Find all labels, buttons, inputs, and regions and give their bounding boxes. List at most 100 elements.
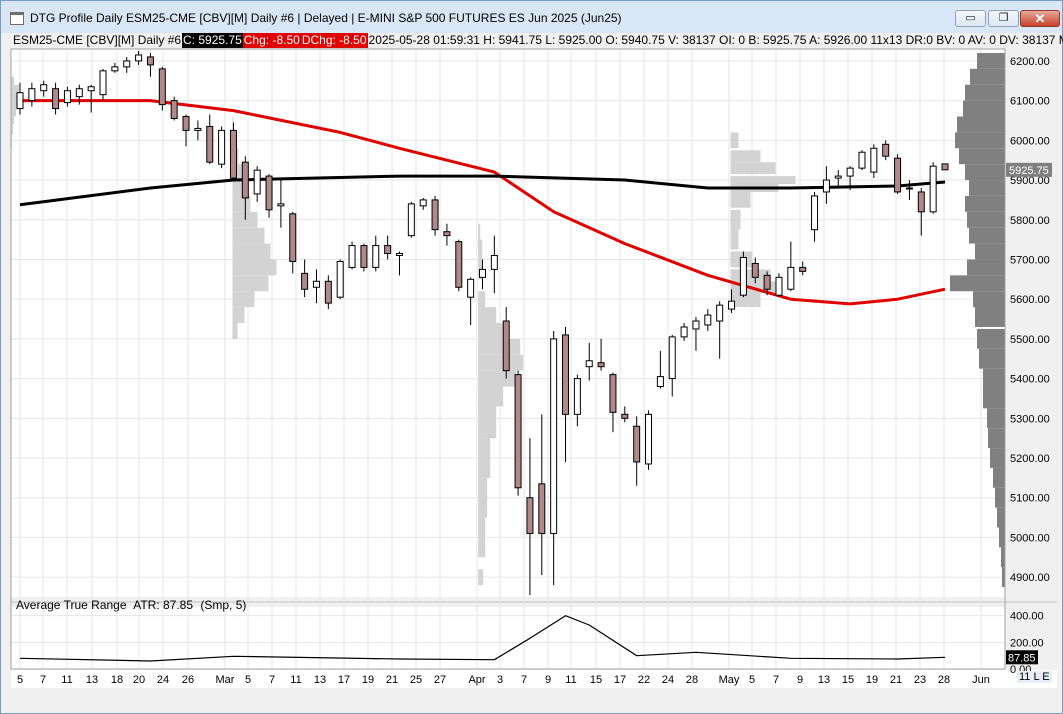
window-title: DTG Profile Daily ESM25-CME [CBV][M] Dai…	[30, 11, 622, 25]
x-tick-label: 15	[842, 674, 854, 686]
candle-body	[206, 125, 214, 163]
right-profile-bar	[993, 467, 1005, 488]
candle	[680, 323, 688, 341]
candle	[894, 154, 902, 194]
candle-body	[384, 245, 392, 255]
price-tick-label: 4900.00	[1010, 572, 1050, 584]
candle-body	[704, 314, 712, 326]
x-tick-label: 11	[61, 674, 72, 686]
profile-bar	[730, 176, 796, 185]
candle-body	[562, 334, 570, 415]
candle	[597, 338, 605, 371]
moving-average-black-line	[19, 174, 946, 207]
candle	[870, 144, 878, 179]
candle	[265, 174, 273, 218]
price-tick-label: 5400.00	[1010, 374, 1050, 386]
candle	[573, 374, 581, 427]
candle-body	[395, 253, 403, 256]
candle	[704, 309, 712, 331]
candle-body	[312, 280, 320, 288]
restore-button[interactable]: ❐	[988, 10, 1019, 27]
candle-body	[158, 68, 166, 106]
profile-bar	[478, 517, 486, 558]
price-tick-label: 5200.00	[1010, 453, 1050, 465]
candle-body	[633, 425, 641, 463]
candle	[99, 68, 107, 101]
right-profile-bar	[963, 100, 1005, 117]
right-profile-bar	[990, 448, 1005, 468]
candle-body	[656, 376, 664, 388]
candle	[206, 114, 214, 165]
candle	[858, 150, 866, 171]
profile-bar	[11, 108, 16, 117]
candle-body	[680, 326, 688, 338]
x-tick-label: 28	[686, 674, 698, 686]
candle-body	[609, 374, 617, 413]
candle-body	[135, 54, 143, 62]
candle	[111, 62, 119, 73]
x-tick-label: 22	[638, 674, 650, 686]
candle	[384, 235, 392, 260]
profile-bar	[478, 338, 521, 355]
candle-body	[111, 66, 119, 72]
title-bar[interactable]: DTG Profile Daily ESM25-CME [CBV][M] Dai…	[1, 1, 1062, 33]
right-profile-bar	[1002, 567, 1005, 588]
candle-body	[194, 127, 202, 131]
atr-panel	[11, 607, 1005, 669]
x-tick-label: 5	[245, 674, 251, 686]
candle-body	[882, 143, 890, 157]
candle-body	[324, 280, 332, 304]
candle-body	[146, 56, 154, 66]
candle	[455, 239, 463, 292]
profile-bar	[232, 195, 251, 212]
candle-body	[716, 304, 724, 322]
candle	[668, 334, 676, 397]
profile-bar	[232, 275, 269, 292]
profile-bar	[11, 116, 14, 125]
profile-bar	[232, 307, 245, 323]
close-icon: ✕	[1034, 11, 1046, 26]
candle-body	[870, 147, 878, 173]
candle	[882, 140, 890, 161]
candle-body	[301, 272, 309, 290]
right-profile-bar	[983, 388, 1005, 409]
x-tick-label: 17	[614, 674, 626, 686]
x-tick-label: 13	[818, 674, 830, 686]
candle-body	[289, 213, 297, 262]
profile-bar	[730, 209, 741, 230]
candle	[538, 414, 546, 576]
candle-body	[40, 84, 48, 92]
candle	[502, 307, 510, 379]
candle-body	[692, 320, 700, 330]
daily-change-badge: DChg: -8.50	[300, 33, 368, 48]
minimize-button[interactable]: ▭	[955, 10, 986, 27]
profile-bar	[730, 229, 739, 250]
candle	[692, 317, 700, 351]
candle-body	[277, 203, 285, 207]
candle-body	[479, 268, 486, 278]
right-profile-bar	[1001, 547, 1005, 568]
profile-bar	[478, 239, 483, 280]
candle	[656, 350, 664, 389]
right-volume-profile	[950, 52, 1005, 588]
volume-profile-apr	[478, 223, 524, 586]
candle-body	[419, 199, 427, 207]
right-profile-bar	[957, 116, 1005, 133]
quote-details: 2025-05-28 01:59:31 H: 5941.75 L: 5925.0…	[368, 33, 1063, 47]
candle	[158, 66, 166, 111]
candle	[787, 241, 795, 292]
candle-body	[597, 362, 605, 368]
candle	[621, 406, 629, 423]
corner-label[interactable]: 11 L E	[1017, 671, 1052, 683]
close-button[interactable]: ✕	[1020, 10, 1060, 27]
candle	[360, 243, 368, 272]
profile-bar	[730, 150, 761, 163]
profile-bar	[730, 132, 739, 149]
profile-bar	[232, 291, 255, 308]
candle	[324, 275, 332, 310]
candle	[146, 52, 154, 77]
candle-body	[751, 262, 759, 278]
profile-bar	[478, 323, 509, 339]
candle-body	[99, 70, 107, 96]
